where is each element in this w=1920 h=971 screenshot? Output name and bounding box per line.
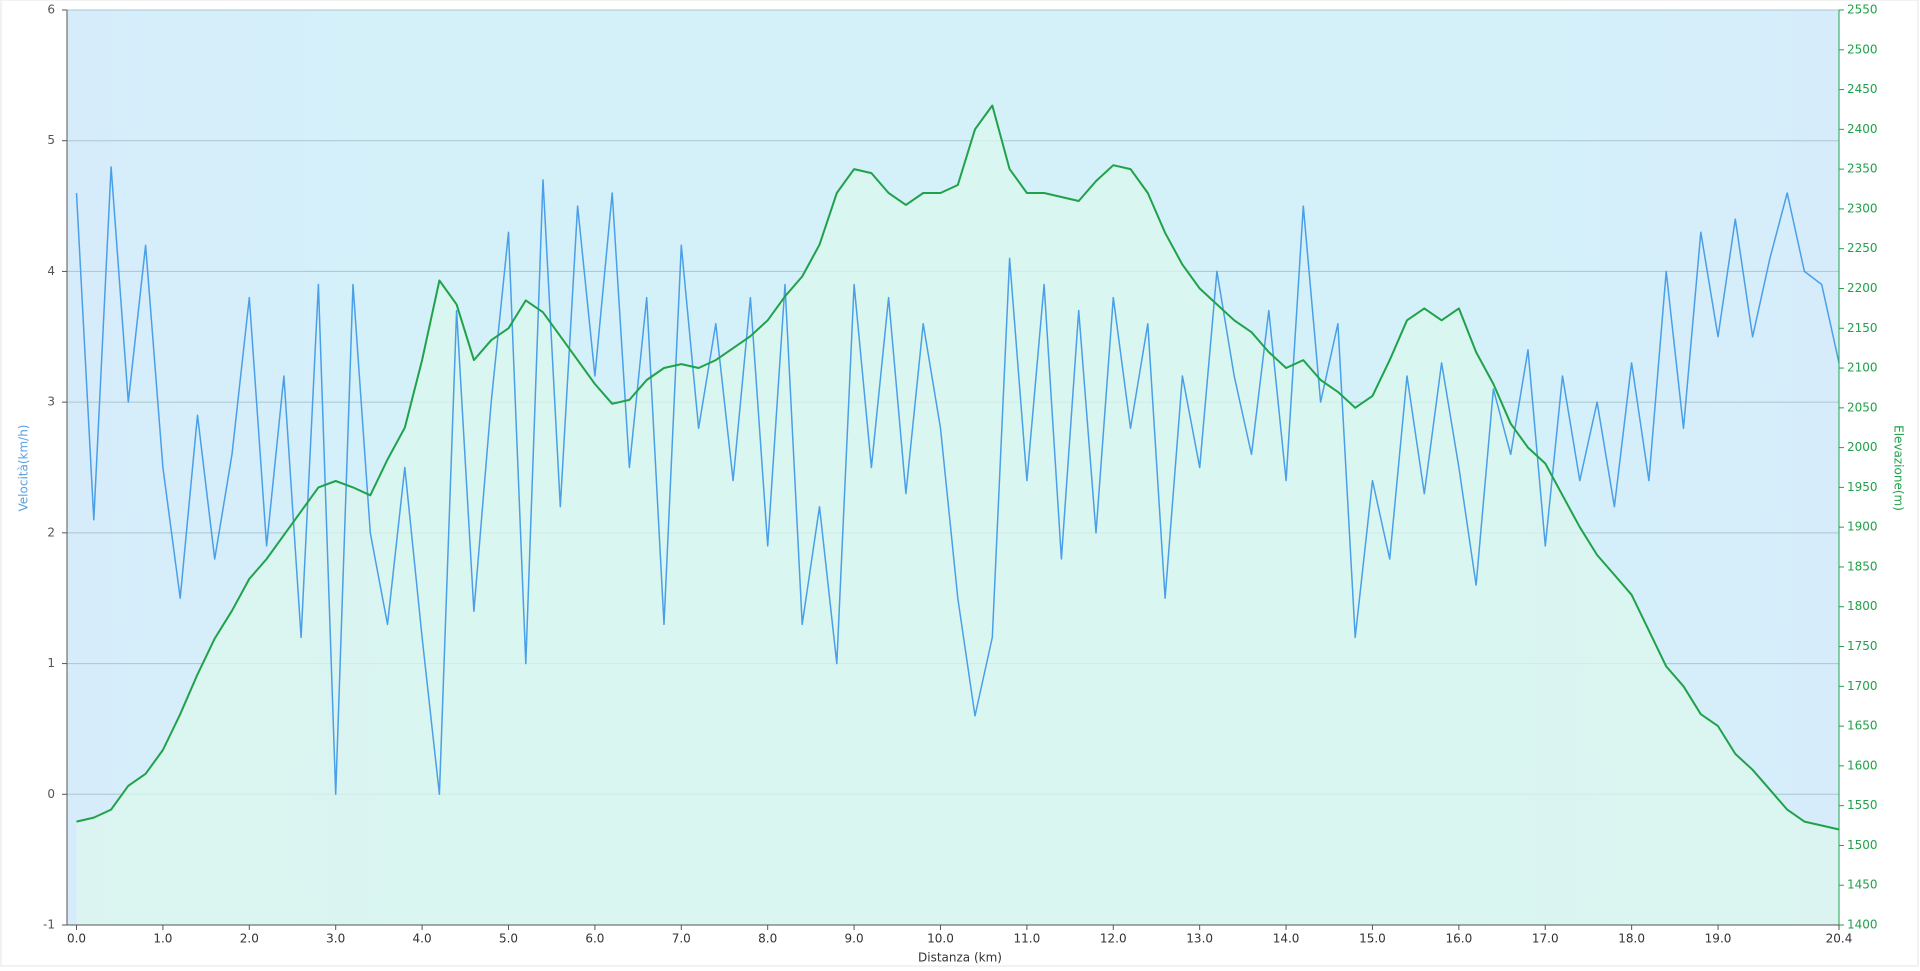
x-tick-label: 15.0 xyxy=(1359,932,1386,946)
x-tick-label: 13.0 xyxy=(1186,932,1213,946)
x-tick-label: 5.0 xyxy=(499,932,518,946)
x-tick-label: 14.0 xyxy=(1273,932,1300,946)
y2-tick-label: 1500 xyxy=(1847,838,1878,852)
x-tick-label: 18.0 xyxy=(1618,932,1645,946)
y2-tick-label: 1800 xyxy=(1847,599,1878,613)
y-tick-label: 1 xyxy=(47,656,55,670)
y2-tick-label: 1550 xyxy=(1847,798,1878,812)
x-tick-label: 19.0 xyxy=(1705,932,1732,946)
y-tick-label: 2 xyxy=(47,525,55,539)
series-line xyxy=(76,104,1840,831)
x-axis-title: Distanza (km) xyxy=(918,951,1002,965)
x-tick-label: 7.0 xyxy=(672,932,691,946)
y2-tick-label: 1600 xyxy=(1847,758,1878,772)
y2-tick-label: 1850 xyxy=(1847,559,1878,573)
x-tick-label: 12.0 xyxy=(1100,932,1127,946)
y2-tick-label: 2350 xyxy=(1847,162,1878,176)
x-tick-label: 9.0 xyxy=(845,932,864,946)
y2-tick-label: 1450 xyxy=(1847,878,1878,892)
x-tick-label: 3.0 xyxy=(326,932,345,946)
x-tick-label: 1.0 xyxy=(153,932,172,946)
y-axis-title: Velocità(km/h) xyxy=(17,425,31,512)
x-tick-label: 11.0 xyxy=(1014,932,1041,946)
y-tick-label: 5 xyxy=(47,133,55,147)
x-tick-label: 20.4 xyxy=(1826,932,1853,946)
y2-tick-label: 2500 xyxy=(1847,42,1878,56)
y2-tick-label: 1750 xyxy=(1847,639,1878,653)
y2-tick-label: 2400 xyxy=(1847,122,1878,136)
y2-tick-label: 2450 xyxy=(1847,82,1878,96)
x-tick-label: 0.0 xyxy=(67,932,86,946)
y2-tick-label: 2300 xyxy=(1847,201,1878,215)
y-tick-label: 4 xyxy=(47,264,55,278)
y2-tick-label: 1650 xyxy=(1847,719,1878,733)
y2-tick-label: 1700 xyxy=(1847,679,1878,693)
elevation-area xyxy=(76,105,1839,925)
y-tick-label: 3 xyxy=(47,395,55,409)
series-line xyxy=(75,166,1840,796)
x-tick-label: 8.0 xyxy=(758,932,777,946)
x-tick-label: 16.0 xyxy=(1445,932,1472,946)
y2-tick-label: 2150 xyxy=(1847,321,1878,335)
y2-tick-label: 1950 xyxy=(1847,480,1878,494)
y2-tick-label: 2250 xyxy=(1847,241,1878,255)
y2-tick-label: 2050 xyxy=(1847,400,1878,414)
y2-axis-title: Elevazione(m) xyxy=(1892,425,1906,511)
y-tick-label: 6 xyxy=(47,3,55,17)
y2-tick-label: 2100 xyxy=(1847,361,1878,375)
x-tick-label: 17.0 xyxy=(1532,932,1559,946)
x-tick-label: 2.0 xyxy=(240,932,259,946)
y2-tick-label: 1400 xyxy=(1847,918,1878,932)
y2-tick-label: 2550 xyxy=(1847,3,1878,17)
x-tick-label: 10.0 xyxy=(927,932,954,946)
y2-tick-label: 2200 xyxy=(1847,281,1878,295)
x-tick-label: 4.0 xyxy=(413,932,432,946)
y-tick-label: 0 xyxy=(47,787,55,801)
y-tick-label: -1 xyxy=(43,918,55,932)
y2-tick-label: 2000 xyxy=(1847,440,1878,454)
x-tick-label: 6.0 xyxy=(585,932,604,946)
y2-tick-label: 1900 xyxy=(1847,520,1878,534)
